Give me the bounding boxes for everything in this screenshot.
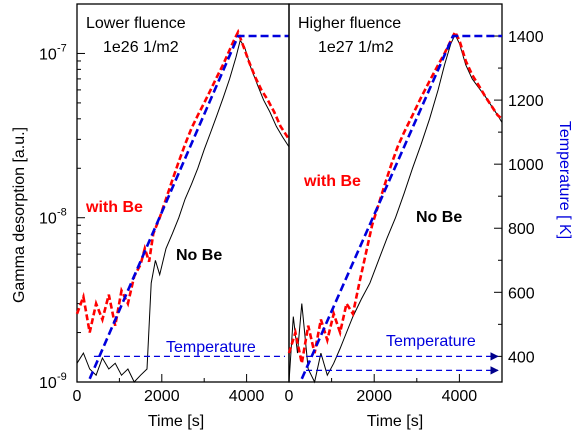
y-right-tick-label: 1400 [508, 29, 544, 46]
y-right-tick-label: 1000 [508, 157, 544, 174]
plot-frame [288, 3, 503, 383]
temperature-label: Temperature [386, 333, 476, 350]
panel-higher-fluence: 0 2000 4000 Higher fluence 1e27 1/m2 with … [285, 3, 503, 430]
y-left-tick-exponent: -7 [57, 42, 67, 54]
series-line-temperature [88, 34, 289, 380]
panel-lower-fluence: 0 2000 4000 Lower fluence 1e26 1/m2 with B… [73, 3, 291, 430]
x-tick-label: 2000 [356, 388, 392, 405]
series-line-with-be [287, 29, 503, 364]
x-axis-label: Time [s] [148, 413, 204, 430]
no-be-label: No Be [176, 247, 222, 264]
plot-frame [76, 3, 290, 383]
x-tick-label: 0 [73, 388, 82, 405]
y-right-tick-label: 1200 [508, 93, 544, 110]
y-right-tick-label: 400 [508, 349, 535, 366]
panel-title-line2: 1e27 1/m2 [318, 39, 394, 56]
series-line-temperature [300, 34, 502, 380]
y-left-tick-label: 10 [39, 375, 57, 392]
series-line-no-be [288, 33, 503, 384]
y-left-ticks: 10-910-810-7 [39, 3, 85, 392]
x-tick-label: 2000 [144, 388, 180, 405]
y-right-tick-label: 800 [508, 221, 535, 238]
y-left-tick-exponent: -9 [57, 371, 67, 383]
y-right-axis-label: Temperature [ K] [556, 121, 573, 239]
panel-title-line2: 1e26 1/m2 [103, 39, 179, 56]
y-left-axis-label: Gamma desorption [a.u.] [11, 127, 28, 303]
x-axis-label: Time [s] [367, 413, 423, 430]
temperature-label: Temperature [166, 339, 256, 356]
y-left-tick-label: 10 [39, 211, 57, 228]
panel-title-line1: Higher fluence [298, 15, 401, 32]
panel-title-line1: Lower fluence [86, 15, 186, 32]
x-tick-label: 4000 [442, 388, 478, 405]
x-tick-label: 4000 [229, 388, 265, 405]
y-left-tick-label: 10 [39, 46, 57, 63]
no-be-label: No Be [416, 209, 462, 226]
with-be-label: with Be [85, 199, 143, 216]
y-right-ticks: 400 600 800 1000 1200 1400 [494, 29, 544, 366]
x-tick-label: 0 [285, 388, 294, 405]
y-left-tick-exponent: -8 [57, 207, 67, 219]
y-right-tick-label: 600 [508, 285, 535, 302]
with-be-label: with Be [303, 173, 361, 190]
series-line-with-be [75, 28, 291, 333]
